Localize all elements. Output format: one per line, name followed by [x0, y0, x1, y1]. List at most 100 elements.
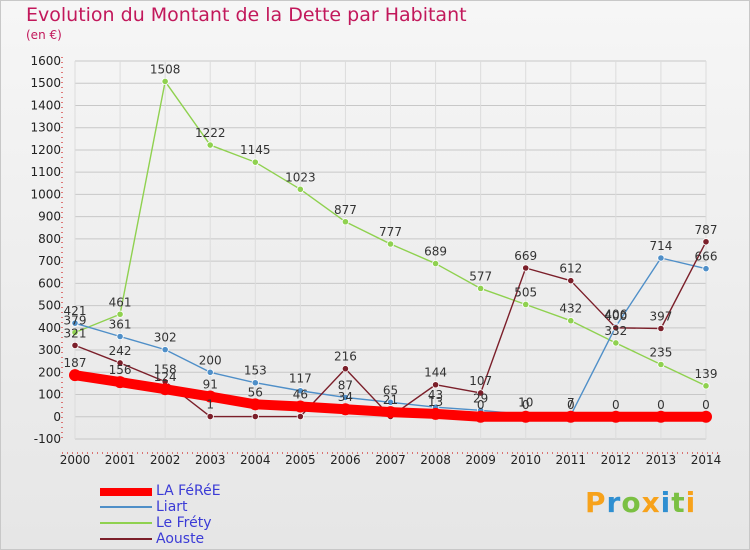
- data-label-3: 107: [469, 374, 492, 388]
- series-point-3: [522, 264, 530, 272]
- data-label-2: 1145: [240, 143, 271, 157]
- data-label-1: 421: [64, 304, 87, 318]
- series-point-2: [206, 141, 214, 149]
- series-point-2: [341, 218, 350, 226]
- data-label-1: 87: [338, 378, 353, 392]
- series-point-0: [609, 410, 622, 423]
- series-point-2: [702, 382, 710, 390]
- legend-label-la-feree: LA FéRéE: [156, 483, 221, 499]
- series-point-3: [612, 324, 620, 332]
- data-label-3: 158: [154, 363, 177, 377]
- series-point-2: [612, 339, 620, 347]
- data-label-2: 332: [604, 324, 627, 338]
- data-label-0: 91: [203, 378, 218, 392]
- chart-subtitle: (en €): [26, 28, 62, 42]
- data-label-0: 0: [657, 398, 665, 412]
- x-tick-label: 2014: [691, 453, 722, 467]
- data-label-0: 0: [522, 398, 530, 412]
- proxiti-logo: Proxiti: [585, 486, 697, 519]
- x-tick-label: 2005: [285, 453, 316, 467]
- data-label-1: 361: [109, 317, 132, 331]
- series-point-1: [116, 332, 124, 341]
- series-point-2: [296, 185, 304, 193]
- series-point-2: [251, 158, 259, 166]
- data-label-3: 242: [109, 344, 132, 358]
- y-tick-label: 200: [38, 365, 61, 379]
- series-point-3: [567, 277, 575, 285]
- series-point-0: [114, 376, 127, 389]
- data-label-0: 124: [154, 370, 177, 384]
- series-point-1: [161, 346, 169, 354]
- data-label-2: 235: [649, 346, 672, 360]
- y-tick-label: 900: [38, 210, 61, 224]
- x-tick-label: 2000: [60, 453, 91, 467]
- data-label-2: 1023: [285, 170, 316, 184]
- y-tick-label: 500: [38, 299, 61, 313]
- series-point-1: [251, 379, 259, 387]
- series-point-1: [657, 254, 665, 262]
- series-point-3: [477, 389, 485, 397]
- data-label-0: 0: [612, 398, 620, 412]
- series-point-3: [296, 412, 304, 421]
- data-label-3: 321: [64, 326, 87, 340]
- data-label-0: 0: [702, 398, 710, 412]
- y-tick-label: 700: [38, 254, 61, 268]
- data-label-0: 187: [64, 356, 87, 370]
- data-label-2: 432: [559, 302, 582, 316]
- x-tick-label: 2011: [556, 453, 587, 467]
- y-tick-label: 300: [38, 343, 61, 357]
- series-point-2: [431, 259, 440, 268]
- series-point-0: [159, 383, 172, 396]
- data-label-1: 200: [199, 353, 222, 367]
- series-point-3: [702, 238, 710, 246]
- series-point-0: [519, 410, 532, 423]
- data-label-0: 0: [567, 398, 575, 412]
- series-point-0: [700, 410, 712, 423]
- data-label-1: 65: [383, 383, 398, 397]
- legend-label-aouste: Aouste: [156, 531, 205, 547]
- y-tick-label: 0: [53, 410, 61, 424]
- chart-title: Evolution du Montant de la Dette par Hab…: [26, 4, 467, 26]
- series-point-0: [339, 403, 352, 416]
- series-point-2: [71, 328, 79, 337]
- series-point-0: [474, 410, 487, 423]
- data-label-1: 302: [154, 331, 177, 345]
- y-tick-label: 1000: [30, 187, 61, 201]
- series-point-1: [296, 387, 304, 395]
- x-tick-label: 2010: [510, 453, 541, 467]
- series-point-3: [657, 324, 665, 333]
- data-label-2: 461: [109, 295, 132, 309]
- data-label-2: 1222: [195, 126, 226, 140]
- data-label-0: 0: [477, 398, 485, 412]
- legend-swatch-aouste: [100, 538, 152, 540]
- x-tick-label: 2006: [330, 453, 361, 467]
- series-point-0: [69, 369, 81, 382]
- data-label-0: 13: [428, 395, 443, 409]
- series-point-2: [116, 310, 124, 318]
- data-label-2: 139: [695, 367, 718, 381]
- x-tick-label: 2009: [465, 453, 496, 467]
- data-label-3: 612: [559, 262, 582, 276]
- series-point-3: [251, 412, 259, 421]
- data-label-2: 877: [334, 203, 357, 217]
- data-label-3: 144: [424, 366, 447, 380]
- data-label-1: 117: [289, 372, 312, 386]
- data-label-0: 156: [109, 363, 132, 377]
- data-label-1: 406: [604, 307, 627, 321]
- series-point-3: [206, 412, 214, 421]
- legend-swatch-la-feree: [100, 488, 152, 496]
- data-label-0: 21: [383, 393, 398, 407]
- series-point-3: [341, 365, 350, 373]
- y-tick-label: 1300: [30, 121, 61, 135]
- series-point-3: [431, 381, 440, 389]
- x-tick-label: 2001: [105, 453, 136, 467]
- y-tick-label: 1400: [30, 98, 61, 112]
- data-label-3: 400: [604, 309, 627, 323]
- x-tick-label: 2008: [420, 453, 451, 467]
- y-tick-label: 100: [38, 388, 61, 402]
- series-point-1: [71, 319, 79, 327]
- series-point-0: [384, 406, 397, 419]
- series-point-2: [161, 77, 169, 86]
- series-point-0: [204, 390, 217, 403]
